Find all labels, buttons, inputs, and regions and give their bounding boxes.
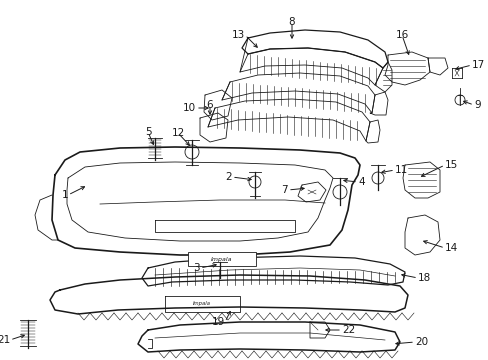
Text: 19: 19 [211, 317, 224, 327]
Text: 8: 8 [288, 17, 295, 27]
Text: Impala: Impala [193, 302, 210, 306]
Text: 11: 11 [394, 165, 407, 175]
Text: 6: 6 [206, 100, 213, 110]
Text: 13: 13 [231, 30, 244, 40]
Text: 7: 7 [281, 185, 287, 195]
Text: 10: 10 [183, 103, 196, 113]
Text: Impala: Impala [211, 256, 232, 261]
Text: 20: 20 [414, 337, 427, 347]
Text: 18: 18 [417, 273, 430, 283]
Text: 3: 3 [193, 263, 200, 273]
Text: 2: 2 [225, 172, 231, 182]
Text: 9: 9 [473, 100, 480, 110]
Text: 22: 22 [341, 325, 354, 335]
Text: 1: 1 [61, 190, 68, 200]
Text: 17: 17 [471, 60, 484, 70]
Text: 15: 15 [444, 160, 457, 170]
Text: 5: 5 [144, 127, 151, 137]
Text: 14: 14 [444, 243, 457, 253]
Text: 21: 21 [0, 335, 10, 345]
Text: 4: 4 [357, 177, 364, 187]
Text: 12: 12 [171, 128, 184, 138]
Text: 16: 16 [395, 30, 408, 40]
Bar [187, 252, 256, 266]
